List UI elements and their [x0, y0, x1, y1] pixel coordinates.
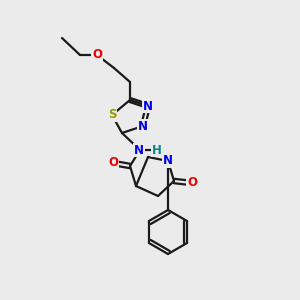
- Text: S: S: [108, 109, 116, 122]
- Text: N: N: [163, 154, 173, 167]
- Text: O: O: [187, 176, 197, 190]
- Text: N: N: [138, 119, 148, 133]
- Text: O: O: [92, 49, 102, 62]
- Text: O: O: [108, 157, 118, 169]
- Text: H: H: [152, 143, 162, 157]
- Text: N: N: [143, 100, 153, 112]
- Text: N: N: [134, 143, 144, 157]
